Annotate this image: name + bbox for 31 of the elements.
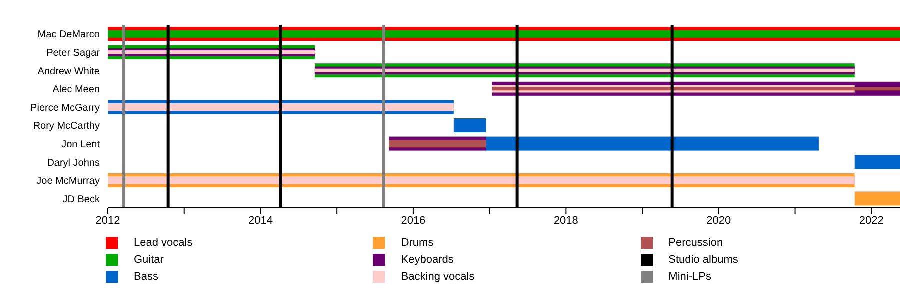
x-tick-label: 2022 [859, 214, 884, 227]
x-tick-label: 2020 [706, 214, 732, 227]
legend-label: Lead vocals [134, 236, 193, 248]
y-tick-label: Pierce McGarry [30, 102, 100, 114]
legend-label: Percussion [668, 236, 724, 248]
legend-label: Bass [134, 270, 158, 282]
legend-label: Keyboards [401, 254, 454, 266]
y-tick-label: Alec Meen [52, 84, 100, 96]
y-tick-label: Andrew White [38, 66, 100, 78]
y-tick-label: Daryl Johns [47, 158, 100, 169]
legend-label: Drums [401, 236, 434, 248]
y-tick-label: Rory McCarthy [33, 121, 100, 132]
legend-label: Studio albums [668, 254, 738, 266]
bar [854, 192, 900, 206]
y-tick-label: Joe McMurray [36, 176, 100, 188]
y-tick-label: JD Beck [62, 194, 101, 206]
legend-label: Guitar [134, 254, 164, 266]
x-tick-label: 2014 [248, 214, 273, 227]
bar [486, 136, 819, 151]
legend-label: Backing vocals [401, 270, 475, 282]
bar [108, 176, 855, 184]
y-tick-label: Peter Sagar [46, 48, 101, 59]
legend-label: Mini-LPs [668, 270, 712, 282]
x-tick-label: 2012 [96, 214, 120, 227]
y-tick-label: Jon Lent [62, 139, 100, 150]
bar [108, 103, 454, 112]
y-tick-label: Mac DeMarco [38, 30, 100, 41]
bar [454, 118, 486, 132]
x-tick-label: 2016 [401, 214, 426, 227]
bar [854, 155, 900, 170]
x-tick-label: 2018 [554, 214, 578, 227]
